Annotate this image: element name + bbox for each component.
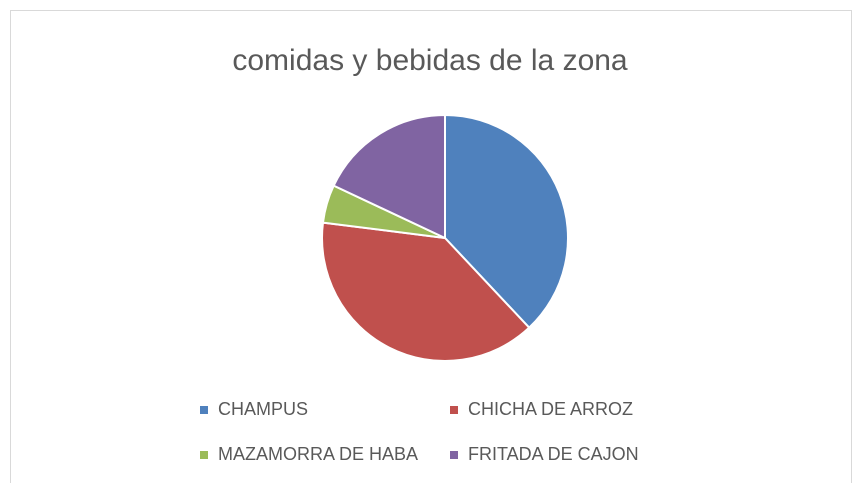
pie-slice <box>321 221 531 362</box>
legend-swatch <box>200 451 208 459</box>
legend-label: CHAMPUS <box>218 399 308 419</box>
legend-swatch <box>200 406 208 414</box>
pie-slice <box>332 113 446 240</box>
legend-swatch <box>450 406 458 414</box>
legend-label: CHICHA DE ARROZ <box>468 399 633 419</box>
legend-label: MAZAMORRA DE HABA <box>218 444 418 464</box>
pie-slice <box>444 113 569 330</box>
legend-swatch <box>450 451 458 459</box>
legend-label: FRITADA DE CAJON <box>468 444 639 464</box>
chart-title: comidas y bebidas de la zona <box>232 44 628 77</box>
